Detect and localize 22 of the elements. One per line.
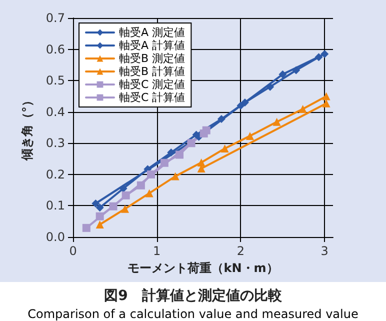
legend-label: 軸受B 測定値 bbox=[119, 52, 186, 65]
y-tick-label: 0.0 bbox=[46, 230, 65, 244]
x-axis-title: モーメント荷重（kN・m） bbox=[128, 260, 278, 275]
text: Comparison of a calculation value and measured value bbox=[28, 307, 358, 321]
legend-label: 軸受A 計算値 bbox=[119, 39, 186, 52]
x-tick-label: 2 bbox=[236, 244, 245, 258]
y-tick-label: 0.6 bbox=[46, 42, 65, 56]
x-tick-label: 3 bbox=[320, 244, 328, 258]
y-tick-label: 0.4 bbox=[46, 104, 65, 119]
y-tick-label: 0.5 bbox=[46, 74, 65, 88]
legend-label: 軸受B 計算値 bbox=[119, 65, 186, 78]
y-axis-title: 傾き角（°） bbox=[20, 94, 34, 162]
y-tick-label: 0.3 bbox=[46, 136, 65, 150]
text: 図9 計算値と測定値の比較 bbox=[104, 287, 283, 304]
x-tick-label: 1 bbox=[153, 244, 161, 258]
legend-label: 軸受A 測定値 bbox=[119, 26, 186, 39]
y-tick-label: 0.2 bbox=[46, 167, 65, 182]
legend-label: 軸受C 計算値 bbox=[119, 91, 186, 104]
y-tick-label: 0.1 bbox=[46, 198, 65, 213]
legend-label: 軸受C 測定値 bbox=[119, 78, 186, 91]
y-tick-label: 0.7 bbox=[46, 11, 65, 25]
x-tick-label: 0 bbox=[69, 244, 77, 258]
